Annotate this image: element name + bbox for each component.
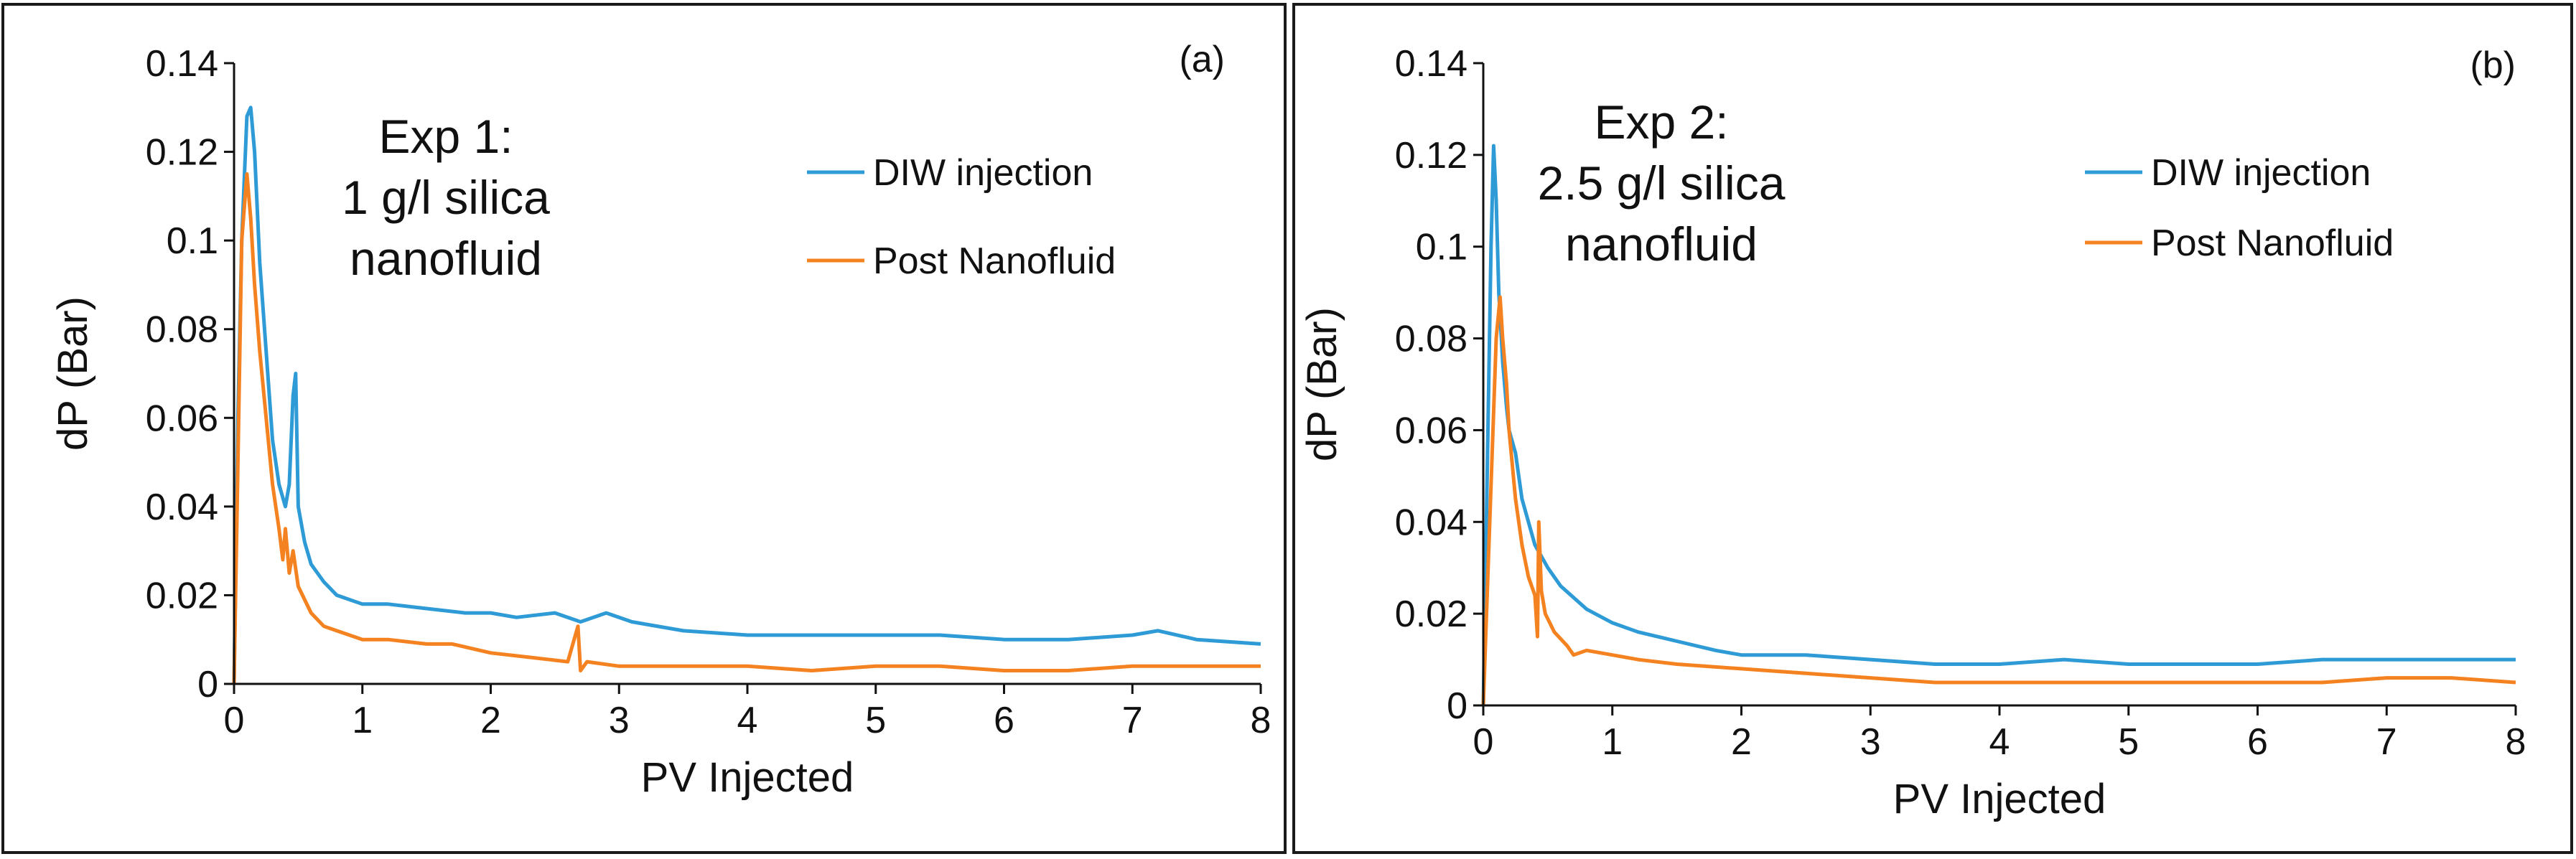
- chart-b-annotation-line-2: 2.5 g/l silica: [1538, 156, 1786, 210]
- chart-b-x-tick-label: 0: [1473, 721, 1494, 763]
- chart-b-x-axis-title: PV Injected: [1893, 776, 2106, 822]
- chart-a-x-tick-label: 3: [609, 700, 630, 741]
- chart-a-x-tick-label: 6: [994, 700, 1014, 741]
- chart-b-y-tick-label: 0.1: [1416, 227, 1467, 268]
- chart-b-y-tick-label: 0.14: [1395, 43, 1467, 85]
- chart-a-annotation-line-1: Exp 1:: [378, 110, 513, 163]
- chart-a-legend: DIW injection Post Nanofluid: [807, 152, 1116, 282]
- chart-a-y-tick-label: 0.12: [146, 132, 218, 174]
- chart-b-y-tick-label: 0.04: [1395, 502, 1467, 543]
- chart-b-legend: DIW injection Post Nanofluid: [2085, 152, 2394, 264]
- chart-b-y-tick-label: 0.12: [1395, 135, 1467, 177]
- chart-b-annotation-line-3: nanofluid: [1565, 217, 1758, 271]
- chart-b-legend-label-post: Post Nanofluid: [2151, 222, 2394, 264]
- chart-a-annotation-line-3: nanofluid: [350, 232, 542, 285]
- chart-b-y-axis-title: dP (Bar): [1299, 307, 1345, 461]
- chart-a-legend-label-post: Post Nanofluid: [873, 240, 1116, 282]
- chart-b-y-tick-label: 0.02: [1395, 593, 1467, 635]
- chart-a-legend-label-diw: DIW injection: [873, 152, 1093, 194]
- chart-a-x-tick-label: 1: [352, 700, 373, 741]
- chart-b-svg: 0 1 2 3 4 5 6 7 8 0 0.02 0.04 0.06 0.08 0.1 0.12 0.14 PV …: [1299, 43, 2526, 822]
- chart-a-y-tick-label: 0.04: [146, 487, 218, 528]
- chart-a-annotation-line-2: 1 g/l silica: [342, 171, 550, 224]
- chart-b-legend-label-diw: DIW injection: [2151, 152, 2371, 194]
- chart-b-x-tick-label: 8: [2506, 721, 2526, 763]
- chart-b-y-tick-label: 0.08: [1395, 319, 1467, 360]
- chart-a-panel-label: (a): [1179, 39, 1225, 80]
- chart-b-x-tick-label: 4: [1989, 721, 2010, 763]
- chart-a-x-tick-label: 4: [737, 700, 758, 741]
- chart-a-series-diw-injection-line: [232, 105, 1261, 685]
- chart-b-x-tick-label: 3: [1860, 721, 1881, 763]
- chart-a-x-tick-label: 5: [865, 700, 886, 741]
- chart-b-y-tick-label: 0: [1447, 685, 1467, 727]
- chart-a-x-tick-label: 2: [480, 700, 501, 741]
- chart-a-x-axis-title: PV Injected: [641, 754, 854, 801]
- chart-panel-a: 0 1 2 3 4 5 6 7 8 0 0.02 0.04 0.06 0.08 0.1 0.12 0.14 PV …: [1, 3, 1287, 854]
- chart-a-x-tick-label: 7: [1122, 700, 1143, 741]
- chart-a-y-tick-label: 0.14: [146, 43, 218, 85]
- chart-a-y-tick-label: 0.02: [146, 575, 218, 616]
- chart-a-y-tick-label: 0.08: [146, 309, 218, 351]
- chart-panel-b: 0 1 2 3 4 5 6 7 8 0 0.02 0.04 0.06 0.08 0.1 0.12 0.14 PV …: [1292, 3, 2573, 854]
- chart-a-y-axis-title: dP (Bar): [50, 296, 96, 451]
- chart-a-y-tick-label: 0: [197, 664, 218, 705]
- chart-b-x-tick-label: 2: [1731, 721, 1752, 763]
- chart-b-x-tick-label: 7: [2376, 721, 2397, 763]
- chart-b-series-post-nanofluid-line: [1481, 295, 2516, 706]
- chart-b-x-tick-label: 1: [1602, 721, 1623, 763]
- chart-a-x-tick-label: 8: [1251, 700, 1271, 741]
- chart-a-x-tick-label: 0: [224, 700, 245, 741]
- chart-b-x-tick-label: 6: [2247, 721, 2268, 763]
- chart-a-svg: 0 1 2 3 4 5 6 7 8 0 0.02 0.04 0.06 0.08 0.1 0.12 0.14 PV …: [50, 39, 1271, 801]
- chart-a-series-post-nanofluid-line: [232, 172, 1261, 685]
- chart-b-x-tick-label: 5: [2118, 721, 2139, 763]
- chart-a-y-tick-label: 0.1: [167, 220, 218, 262]
- chart-b-y-tick-label: 0.06: [1395, 410, 1467, 451]
- chart-b-annotation-line-1: Exp 2:: [1594, 95, 1728, 149]
- chart-a-y-tick-label: 0.06: [146, 398, 218, 439]
- chart-b-panel-label: (b): [2470, 44, 2516, 86]
